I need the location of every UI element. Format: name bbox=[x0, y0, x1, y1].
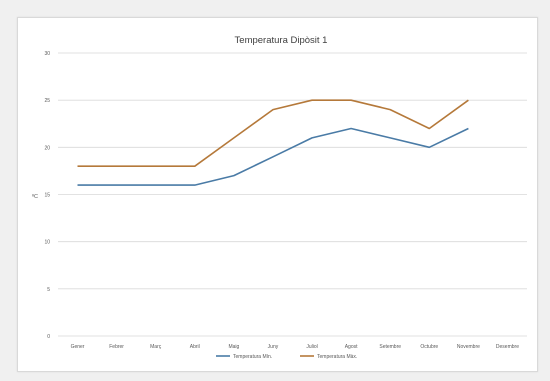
y-axis-title: ºC bbox=[32, 193, 38, 200]
chart-frame: Temperatura Dipòsit 1 ºC 0 5 10 15 20 25 30 Ge… bbox=[17, 17, 538, 372]
x-tick-label: Març bbox=[150, 344, 162, 350]
x-tick-label: Febrer bbox=[109, 344, 124, 350]
gridlines bbox=[58, 52, 527, 337]
x-tick-labels: Gener Febrer Març Abril Maig Juny Juliol Agost S… bbox=[71, 344, 520, 350]
legend-label: Temperatura Mín. bbox=[233, 354, 272, 360]
line-chart: Temperatura Dipòsit 1 ºC 0 5 10 15 20 25 30 Ge… bbox=[32, 35, 527, 360]
x-tick-label: Juliol bbox=[306, 344, 317, 350]
series-line-max bbox=[77, 99, 469, 167]
series-line-min bbox=[77, 127, 469, 186]
y-tick-label: 25 bbox=[44, 98, 50, 104]
chart-title: Temperatura Dipòsit 1 bbox=[235, 35, 328, 46]
x-tick-label: Agost bbox=[345, 344, 358, 350]
y-tick-label: 0 bbox=[47, 334, 50, 340]
x-tick-label: Abril bbox=[190, 344, 200, 350]
legend: Temperatura Mín. Temperatura Màx. bbox=[216, 354, 357, 360]
y-tick-label: 5 bbox=[47, 287, 50, 293]
x-tick-label: Desembre bbox=[496, 344, 519, 350]
series-lines bbox=[77, 99, 469, 186]
x-tick-label: Octubre bbox=[420, 344, 438, 350]
x-tick-label: Novembre bbox=[457, 344, 480, 350]
x-tick-label: Setembre bbox=[379, 344, 401, 350]
x-tick-label: Juny bbox=[268, 344, 279, 350]
legend-label: Temperatura Màx. bbox=[317, 354, 357, 360]
y-tick-label: 10 bbox=[44, 240, 50, 246]
y-tick-label: 15 bbox=[44, 193, 50, 199]
y-tick-label: 30 bbox=[44, 51, 50, 57]
x-tick-label: Maig bbox=[228, 344, 239, 350]
x-tick-label: Gener bbox=[71, 344, 85, 350]
y-tick-labels: 0 5 10 15 20 25 30 bbox=[44, 51, 50, 340]
y-tick-label: 20 bbox=[44, 145, 50, 151]
